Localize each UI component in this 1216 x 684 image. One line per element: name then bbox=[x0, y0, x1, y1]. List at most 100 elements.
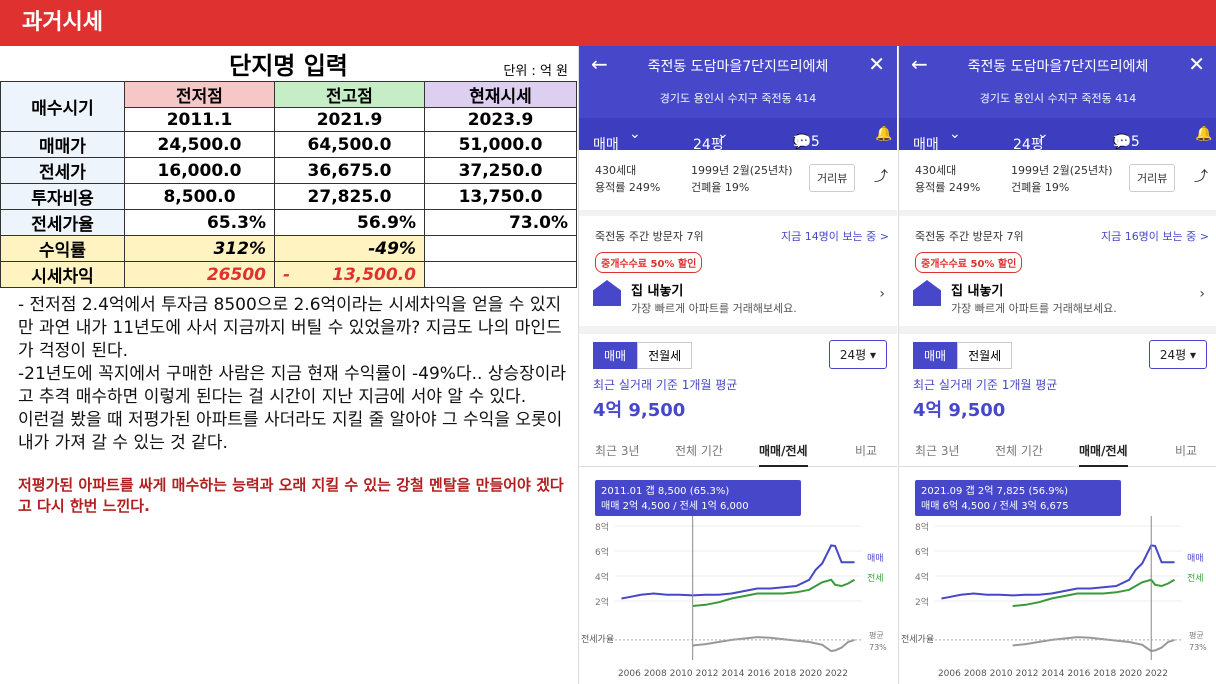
tab-sale[interactable]: 매매 bbox=[913, 342, 958, 369]
trade-section: 매매 전월세 24평 ▾ 최근 실거래 기준 1개월 평균 4억 9,500 bbox=[579, 334, 897, 434]
y-tick-label: 8억 bbox=[595, 521, 609, 533]
gain-value: 13,500.0 bbox=[332, 264, 416, 285]
ratio-avg-value: 73% bbox=[869, 643, 887, 652]
tab-all-period[interactable]: 전체 기간 bbox=[675, 444, 723, 458]
row-label: 전세가율 bbox=[0, 209, 125, 236]
tab-sale-jeonse[interactable]: 매매/전세 bbox=[1079, 442, 1128, 467]
cell-empty bbox=[423, 235, 578, 262]
filter-bar: 매매 ⌄ 24평 ⌄ 💬 395 🔔 bbox=[579, 118, 897, 153]
period-label: 매수시기 bbox=[0, 81, 125, 132]
promo-tag: 중개수수료 50% 할인 bbox=[595, 252, 703, 273]
tab-rent[interactable]: 전월세 bbox=[957, 342, 1013, 369]
table-row: 전세가율 65.3% 56.9% 73.0% bbox=[0, 209, 578, 236]
legend-jeonse: 전세 bbox=[1187, 573, 1204, 584]
avg-price: 4억 9,500 bbox=[593, 400, 686, 421]
promo-subtitle: 가장 빠르게 아파트를 거래해보세요. bbox=[951, 302, 1117, 315]
tooltip-line-1: 2021.09 갭 2억 7,825 (56.9%) bbox=[921, 485, 1068, 497]
table-row: 전세가 16,000.0 36,675.0 37,250.0 bbox=[0, 157, 578, 184]
dash: - bbox=[283, 264, 291, 285]
chevron-down-icon: ⌄ bbox=[629, 126, 641, 142]
table-row: 수익률 312% -49% bbox=[0, 235, 578, 262]
page-banner: 과거시세 bbox=[0, 0, 1216, 46]
promo-title: 집 내놓기 bbox=[951, 284, 1004, 299]
x-tick-label: 2022 bbox=[1145, 669, 1168, 679]
date-current: 2023.9 bbox=[423, 107, 578, 132]
avg-label: 최근 실거래 기준 1개월 평균 bbox=[913, 378, 1058, 392]
chevron-right-icon: › bbox=[1199, 286, 1205, 302]
x-tick-label: 2020 bbox=[1119, 669, 1142, 679]
size-select[interactable]: 24평 ▾ bbox=[1148, 340, 1207, 369]
row-label: 투자비용 bbox=[0, 183, 125, 210]
row-label: 수익률 bbox=[0, 235, 125, 262]
filter-bar: 매매 ⌄ 24평 ⌄ 💬 395 🔔 bbox=[899, 118, 1216, 153]
close-icon[interactable]: ✕ bbox=[868, 52, 885, 76]
app-header: ← 죽전동 도담마을7단지뜨리에체 ✕ 경기도 용인시 수지구 죽전동 414 … bbox=[899, 46, 1216, 153]
x-tick-label: 2006 bbox=[938, 669, 961, 679]
app-header: ← 죽전동 도담마을7단지뜨리에체 ✕ 경기도 용인시 수지구 죽전동 414 … bbox=[579, 46, 897, 153]
x-tick-label: 2018 bbox=[1093, 669, 1116, 679]
phone-panel-2: ← 죽전동 도담마을7단지뜨리에체 ✕ 경기도 용인시 수지구 죽전동 414 … bbox=[898, 46, 1216, 684]
emphasis-text: 저평가된 아파트를 싸게 매수하는 능력과 오래 지킬 수 있는 강철 멘탈을 … bbox=[18, 476, 564, 515]
share-icon[interactable]: ⤴ bbox=[874, 169, 888, 185]
cell: 64,500.0 bbox=[274, 131, 425, 158]
viewing-now-link[interactable]: 지금 16명이 보는 중 > bbox=[1100, 230, 1209, 243]
price-chart-svg: 2011.01 갭 8,500 (65.3%) 매매 2억 4,500 / 전세 … bbox=[581, 480, 887, 679]
complex-title: 죽전동 도담마을7단지뜨리에체 bbox=[967, 59, 1149, 75]
street-view-button[interactable]: 거리뷰 bbox=[1129, 164, 1176, 192]
promo-title: 집 내놓기 bbox=[631, 284, 684, 299]
row-label: 매매가 bbox=[0, 131, 125, 158]
notes: - 전저점 2.4억에서 투자금 8500으로 2.6억이라는 시세차익을 얻을… bbox=[18, 294, 566, 517]
tab-recent-3y[interactable]: 최근 3년 bbox=[915, 444, 960, 458]
chart-tabs: 최근 3년 전체 기간 매매/전세 비교 bbox=[899, 434, 1216, 467]
table-title: 단지명 입력 bbox=[0, 46, 577, 82]
chevron-right-icon: › bbox=[879, 286, 885, 302]
ratio-avg-label: 평균 bbox=[869, 630, 884, 640]
share-icon[interactable]: ⤴ bbox=[1194, 169, 1208, 185]
back-arrow-icon[interactable]: ← bbox=[911, 52, 928, 76]
deal-type-dropdown[interactable]: 매매 ⌄ bbox=[913, 126, 961, 153]
row-label: 전세가 bbox=[0, 157, 125, 184]
cell: - 13,500.0 bbox=[274, 261, 425, 288]
chevron-down-icon: ⌄ bbox=[717, 126, 729, 142]
legend-sale: 매매 bbox=[1187, 553, 1204, 564]
complex-title: 죽전동 도담마을7단지뜨리에체 bbox=[647, 59, 829, 75]
bell-icon[interactable]: 🔔 bbox=[1195, 126, 1213, 142]
avg-price: 4억 9,500 bbox=[913, 400, 1006, 421]
list-home-banner[interactable]: 중개수수료 50% 할인 집 내놓기 가장 빠르게 아파트를 거래해보세요. › bbox=[899, 246, 1216, 334]
speech-bubble-icon: 💬 bbox=[793, 134, 811, 150]
tab-compare[interactable]: 비교 bbox=[1175, 444, 1198, 458]
visitor-bar: 죽전동 주간 방문자 7위 지금 16명이 보는 중 > bbox=[899, 216, 1216, 246]
size-select[interactable]: 24평 ▾ bbox=[828, 340, 887, 369]
cell: 65.3% bbox=[124, 209, 275, 236]
tab-sale-jeonse[interactable]: 매매/전세 bbox=[759, 442, 808, 467]
y-tick-label: 6억 bbox=[595, 546, 609, 558]
floor-area-ratio: 용적률 249% bbox=[915, 181, 981, 194]
back-arrow-icon[interactable]: ← bbox=[591, 52, 608, 76]
tab-compare[interactable]: 비교 bbox=[855, 444, 878, 458]
chevron-down-icon: ⌄ bbox=[1037, 126, 1049, 142]
x-tick-label: 2014 bbox=[722, 669, 745, 679]
close-icon[interactable]: ✕ bbox=[1188, 52, 1205, 76]
size-dropdown[interactable]: 24평 ⌄ bbox=[693, 126, 729, 153]
viewing-now-link[interactable]: 지금 14명이 보는 중 > bbox=[780, 230, 889, 243]
tab-recent-3y[interactable]: 최근 3년 bbox=[595, 444, 640, 458]
deal-type-dropdown[interactable]: 매매 ⌄ bbox=[593, 126, 641, 153]
list-home-banner[interactable]: 중개수수료 50% 할인 집 내놓기 가장 빠르게 아파트를 거래해보세요. › bbox=[579, 246, 897, 334]
bell-icon[interactable]: 🔔 bbox=[875, 126, 893, 142]
cell: 8,500.0 bbox=[124, 183, 275, 210]
size-dropdown[interactable]: 24평 ⌄ bbox=[1013, 126, 1049, 153]
tab-rent[interactable]: 전월세 bbox=[637, 342, 693, 369]
note-paragraph: -21년도에 꼭지에서 구매한 사람은 지금 현재 수익률이 -49%다.. 상… bbox=[18, 364, 567, 407]
tab-sale[interactable]: 매매 bbox=[593, 342, 638, 369]
floor-area-ratio: 용적률 249% bbox=[595, 181, 661, 194]
street-view-button[interactable]: 거리뷰 bbox=[809, 164, 856, 192]
house-icon bbox=[593, 280, 621, 306]
address: 경기도 용인시 수지구 죽전동 414 bbox=[979, 92, 1137, 105]
date-low: 2011.1 bbox=[124, 107, 275, 132]
tab-all-period[interactable]: 전체 기간 bbox=[995, 444, 1043, 458]
cell: 51,000.0 bbox=[423, 131, 578, 158]
phone-panel-1: ← 죽전동 도담마을7단지뜨리에체 ✕ 경기도 용인시 수지구 죽전동 414 … bbox=[578, 46, 897, 684]
ratio-avg-value: 73% bbox=[1189, 643, 1207, 652]
promo-tag: 중개수수료 50% 할인 bbox=[915, 252, 1023, 273]
x-tick-label: 2016 bbox=[747, 669, 770, 679]
